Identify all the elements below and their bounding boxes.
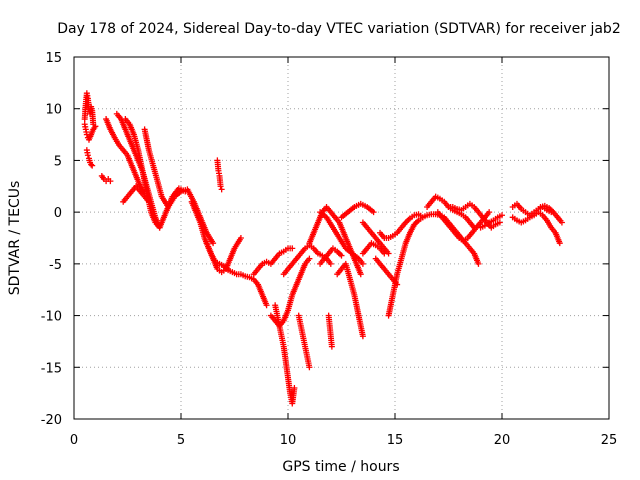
y-tick-label: -5 bbox=[49, 258, 62, 273]
data-point bbox=[107, 178, 114, 185]
data-point bbox=[359, 333, 366, 340]
chart-title: Day 178 of 2024, Sidereal Day-to-day VTE… bbox=[57, 21, 620, 37]
data-point bbox=[359, 260, 366, 267]
data-point bbox=[370, 209, 377, 216]
x-tick-label: 0 bbox=[70, 433, 78, 448]
plot-frame bbox=[73, 56, 610, 420]
y-tick-label: 15 bbox=[45, 51, 62, 66]
data-point bbox=[381, 250, 388, 257]
data-point bbox=[145, 198, 152, 205]
data-point bbox=[419, 214, 426, 221]
data-point bbox=[89, 162, 96, 169]
y-tick-label: -20 bbox=[41, 413, 62, 428]
y-tick-label: -10 bbox=[41, 310, 62, 325]
y-tick-label: -15 bbox=[41, 361, 62, 376]
data-point bbox=[357, 271, 364, 278]
data-point bbox=[210, 240, 217, 247]
data-point bbox=[289, 245, 296, 252]
data-point bbox=[88, 161, 95, 168]
data-point bbox=[218, 186, 225, 193]
data-point bbox=[291, 384, 298, 391]
data-point bbox=[475, 260, 482, 267]
y-tick-label: 0 bbox=[54, 206, 62, 221]
data-point bbox=[306, 364, 313, 371]
data-point bbox=[92, 123, 99, 130]
x-tick-label: 20 bbox=[494, 433, 511, 448]
data-point bbox=[217, 183, 224, 190]
grid-lines bbox=[74, 57, 609, 419]
data-series bbox=[81, 90, 565, 407]
data-point bbox=[496, 219, 503, 226]
x-tick-label: 25 bbox=[601, 433, 618, 448]
data-point bbox=[486, 209, 493, 216]
x-tick-label: 10 bbox=[280, 433, 297, 448]
y-axis-label: SDTVAR / TECUs bbox=[7, 181, 23, 296]
data-point bbox=[327, 260, 334, 267]
x-axis-label: GPS time / hours bbox=[282, 459, 399, 475]
data-point bbox=[84, 152, 91, 159]
data-point bbox=[556, 240, 563, 247]
data-point bbox=[558, 219, 565, 226]
y-tick-label: 10 bbox=[45, 103, 62, 118]
data-point bbox=[499, 212, 505, 219]
data-point bbox=[338, 252, 345, 259]
data-point bbox=[306, 255, 313, 262]
data-point bbox=[328, 343, 335, 350]
data-point bbox=[263, 302, 270, 309]
x-tick-label: 15 bbox=[387, 433, 404, 448]
y-tick-label: 5 bbox=[54, 154, 62, 169]
x-tick-label: 5 bbox=[177, 433, 185, 448]
data-point bbox=[237, 235, 244, 241]
